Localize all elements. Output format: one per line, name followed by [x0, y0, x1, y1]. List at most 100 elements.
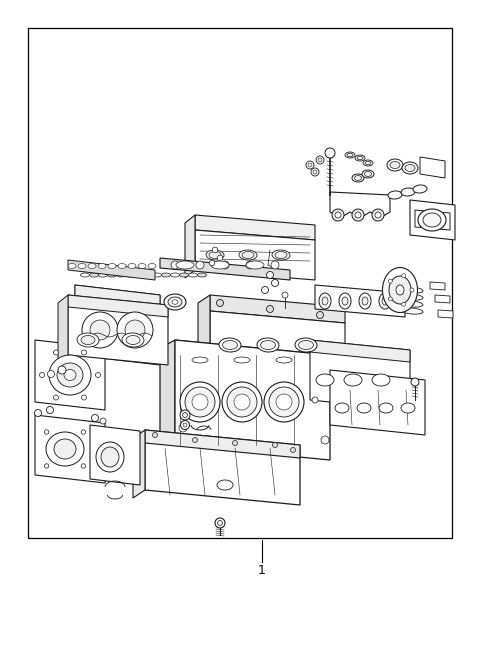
Ellipse shape [316, 374, 334, 386]
Ellipse shape [418, 209, 446, 231]
Ellipse shape [387, 159, 403, 171]
Circle shape [234, 394, 250, 410]
Circle shape [321, 436, 329, 444]
Circle shape [53, 395, 59, 400]
Polygon shape [410, 200, 455, 240]
Circle shape [153, 432, 157, 438]
Polygon shape [210, 311, 345, 370]
Ellipse shape [98, 263, 106, 269]
Polygon shape [430, 282, 445, 290]
Ellipse shape [223, 341, 238, 350]
Ellipse shape [364, 172, 372, 176]
Text: 1: 1 [258, 563, 266, 576]
Ellipse shape [402, 162, 418, 174]
Ellipse shape [101, 447, 119, 467]
Ellipse shape [246, 261, 264, 269]
Polygon shape [330, 370, 425, 435]
Circle shape [39, 373, 45, 377]
Circle shape [266, 305, 274, 312]
Polygon shape [35, 415, 105, 483]
Ellipse shape [401, 301, 423, 307]
Circle shape [246, 261, 254, 269]
Circle shape [180, 421, 190, 430]
Ellipse shape [168, 297, 182, 307]
Ellipse shape [197, 273, 206, 277]
Polygon shape [198, 295, 210, 366]
Ellipse shape [401, 308, 423, 314]
Circle shape [48, 371, 55, 377]
Circle shape [232, 441, 238, 445]
Ellipse shape [211, 261, 229, 269]
Polygon shape [420, 157, 445, 178]
Circle shape [402, 405, 408, 411]
Polygon shape [90, 425, 140, 485]
Ellipse shape [134, 273, 144, 277]
Circle shape [316, 312, 324, 318]
Ellipse shape [423, 213, 441, 227]
Polygon shape [185, 215, 195, 278]
Polygon shape [175, 340, 330, 460]
Ellipse shape [170, 273, 180, 277]
Ellipse shape [209, 252, 221, 259]
Ellipse shape [49, 355, 91, 395]
Ellipse shape [401, 188, 415, 196]
Polygon shape [175, 340, 330, 370]
Circle shape [96, 373, 100, 377]
Ellipse shape [189, 273, 197, 277]
Circle shape [332, 209, 344, 221]
Circle shape [209, 260, 215, 266]
Circle shape [180, 410, 190, 420]
Polygon shape [160, 340, 175, 448]
Circle shape [402, 302, 406, 307]
Circle shape [318, 158, 322, 162]
Polygon shape [160, 258, 290, 280]
Ellipse shape [46, 432, 84, 466]
Circle shape [183, 423, 187, 427]
Circle shape [290, 447, 296, 453]
Circle shape [171, 261, 179, 269]
Ellipse shape [272, 250, 290, 260]
Polygon shape [145, 430, 300, 458]
Bar [28, 28, 452, 538]
Ellipse shape [322, 297, 328, 305]
Ellipse shape [176, 261, 194, 269]
Ellipse shape [299, 341, 313, 350]
Ellipse shape [108, 273, 117, 277]
Circle shape [372, 209, 384, 221]
Ellipse shape [81, 335, 95, 345]
Ellipse shape [261, 341, 276, 350]
Ellipse shape [339, 293, 351, 309]
Circle shape [308, 163, 312, 167]
Ellipse shape [355, 176, 361, 181]
Polygon shape [435, 295, 450, 303]
Ellipse shape [382, 297, 388, 305]
Polygon shape [75, 285, 160, 365]
Ellipse shape [295, 338, 317, 352]
Ellipse shape [357, 157, 363, 160]
Ellipse shape [357, 403, 371, 413]
Circle shape [35, 409, 41, 417]
Polygon shape [68, 295, 168, 317]
Circle shape [81, 430, 85, 434]
Circle shape [45, 430, 49, 434]
Circle shape [82, 395, 86, 400]
Circle shape [125, 320, 145, 340]
Circle shape [388, 297, 392, 301]
Circle shape [355, 212, 361, 218]
Polygon shape [330, 192, 390, 218]
Ellipse shape [77, 333, 99, 347]
Circle shape [313, 170, 317, 174]
Circle shape [182, 413, 188, 417]
Circle shape [306, 161, 314, 169]
Ellipse shape [172, 300, 178, 305]
Ellipse shape [148, 263, 156, 269]
Circle shape [179, 424, 187, 432]
Ellipse shape [96, 442, 124, 472]
Circle shape [58, 366, 66, 374]
Circle shape [316, 156, 324, 164]
Circle shape [325, 148, 335, 158]
Circle shape [276, 394, 292, 410]
Circle shape [180, 382, 220, 422]
Polygon shape [68, 260, 155, 280]
Ellipse shape [275, 252, 287, 259]
